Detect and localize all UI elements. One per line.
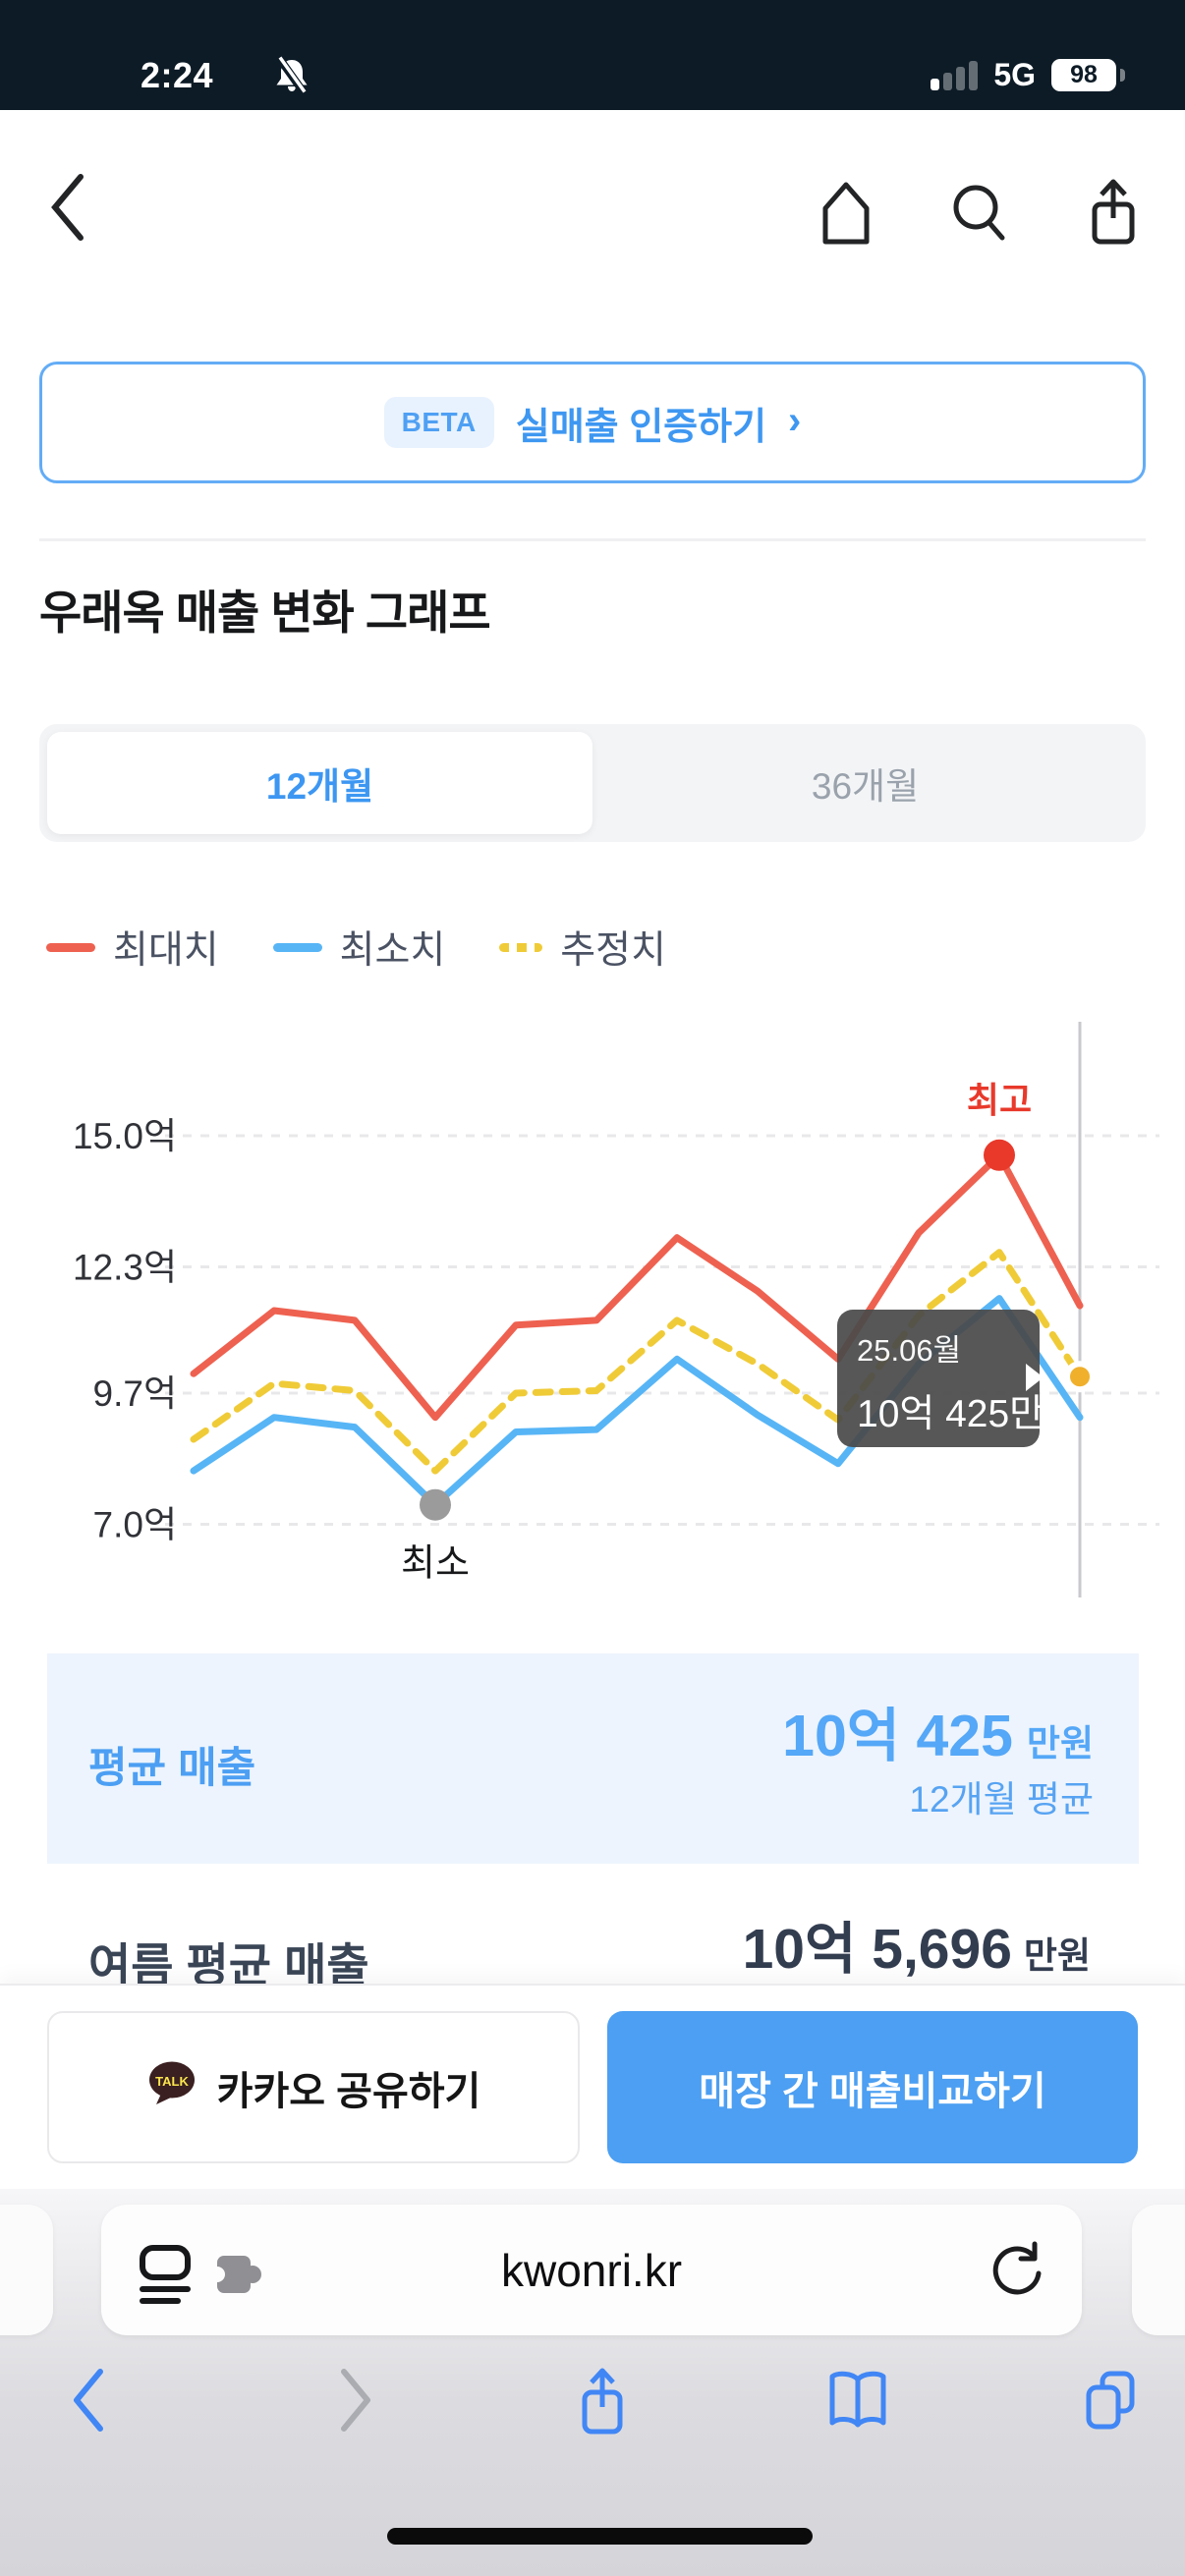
y-axis-label: 12.3억: [73, 1248, 177, 1288]
status-indicators: 5G 98: [931, 57, 1125, 93]
battery-icon: 98: [1051, 59, 1125, 91]
legend-item-min: 최소치: [272, 920, 446, 975]
browser-chrome: kwonri.kr: [0, 2189, 1185, 2576]
bell-slash-icon: [271, 55, 312, 101]
compare-sales-label: 매장 간 매출비교하기: [699, 2069, 1046, 2113]
search-icon[interactable]: [945, 175, 1014, 256]
summer-average-value-row: 10억 5,696 만원: [0, 1904, 1091, 1985]
data-point-marker: [984, 1139, 1015, 1171]
previous-tab-edge[interactable]: [0, 2205, 53, 2335]
average-sales-unit: 만원: [1026, 1723, 1094, 1764]
chart-annotation: 최고: [967, 1080, 1032, 1120]
back-icon[interactable]: [41, 169, 100, 251]
legend-min-label: 최소치: [339, 929, 446, 972]
browser-back-icon[interactable]: [63, 2366, 118, 2439]
tooltip-unit-clipped: 원: [857, 1444, 1028, 1447]
kakao-share-label: 카카오 공유하기: [216, 2069, 481, 2113]
compare-sales-button[interactable]: 매장 간 매출비교하기: [607, 2011, 1138, 2163]
section-divider: [39, 538, 1146, 541]
legend-min-swatch: [272, 942, 322, 952]
tab-36-months[interactable]: 36개월: [811, 766, 920, 807]
status-bar: 2:24 5G 98: [0, 0, 1185, 110]
next-tab-edge[interactable]: [1132, 2205, 1185, 2335]
url-text: kwonri.kr: [500, 2245, 683, 2296]
status-time: 2:24: [141, 55, 214, 95]
tooltip-month: 25.06월: [857, 1333, 962, 1368]
legend-item-estimate: 추정치: [499, 920, 666, 975]
average-sales-value: 10억 425: [782, 1704, 1013, 1768]
tabs-icon[interactable]: [1077, 2366, 1146, 2441]
bookmarks-icon[interactable]: [823, 2366, 892, 2441]
legend-item-max: 최대치: [46, 920, 219, 975]
y-axis-label: 15.0억: [73, 1116, 177, 1156]
kakao-share-button[interactable]: TALK 카카오 공유하기: [47, 2011, 580, 2163]
page-title: 우래옥 매출 변화 그래프: [39, 587, 491, 639]
average-sales-label: 평균 매출: [88, 1745, 256, 1792]
beta-badge: BETA: [383, 397, 494, 448]
reader-icon[interactable]: [135, 2240, 196, 2310]
page-nav-bar: [0, 110, 1185, 305]
tooltip-value: 10억 425만: [857, 1393, 1040, 1435]
home-indicator[interactable]: [387, 2528, 813, 2545]
extensions-puzzle-icon[interactable]: [209, 2242, 266, 2308]
battery-percent: 98: [1070, 61, 1098, 88]
chart-legend: 최대치 최소치 추정치: [46, 920, 666, 975]
refresh-icon[interactable]: [986, 2238, 1048, 2308]
legend-estimate-label: 추정치: [560, 929, 666, 972]
legend-max-label: 최대치: [113, 929, 219, 972]
chart-tooltip: 25.06월 10억 425만 원: [837, 1310, 1040, 1447]
action-footer: TALK 카카오 공유하기 매장 간 매출비교하기: [0, 1984, 1185, 2191]
tab-12-months[interactable]: 12개월: [47, 732, 592, 834]
summer-average-value: 10억 5,696: [742, 1918, 1012, 1981]
browser-share-icon[interactable]: [570, 2366, 635, 2445]
browser-forward-icon[interactable]: [326, 2366, 381, 2439]
beta-banner[interactable]: BETA 실매출 인증하기 ›: [39, 362, 1146, 483]
chevron-right-icon: ›: [788, 398, 802, 442]
legend-estimate-swatch: [499, 942, 543, 952]
data-point-marker: [1064, 1361, 1096, 1393]
kakaotalk-icon: TALK: [146, 2059, 198, 2116]
series-line: [190, 1249, 1084, 1475]
browser-toolbar: [0, 2346, 1185, 2484]
beta-label: 실매출 인증하기: [515, 406, 767, 448]
url-bar[interactable]: kwonri.kr: [101, 2205, 1082, 2335]
svg-text:TALK: TALK: [155, 2074, 189, 2089]
share-icon[interactable]: [1081, 175, 1146, 256]
home-icon[interactable]: [814, 175, 878, 256]
tooltip-pointer: [1026, 1364, 1044, 1391]
summer-average-unit: 만원: [1023, 1935, 1091, 1976]
y-axis-label: 9.7억: [93, 1373, 177, 1414]
period-tabs: 12개월 36개월: [39, 724, 1146, 842]
chart-annotation: 최소: [401, 1543, 470, 1585]
legend-max-swatch: [46, 942, 95, 952]
average-sales-caption: 12개월 평균: [909, 1779, 1094, 1820]
network-type: 5G: [993, 57, 1036, 92]
y-axis-label: 7.0억: [93, 1505, 177, 1545]
data-point-marker: [420, 1488, 451, 1521]
summer-average-label: 여름 평균 매출: [88, 1939, 369, 1991]
average-sales-card: 평균 매출 10억 425 만원 12개월 평균: [47, 1653, 1139, 1864]
signal-strength-icon: [931, 60, 979, 90]
series-line: [190, 1151, 1084, 1422]
